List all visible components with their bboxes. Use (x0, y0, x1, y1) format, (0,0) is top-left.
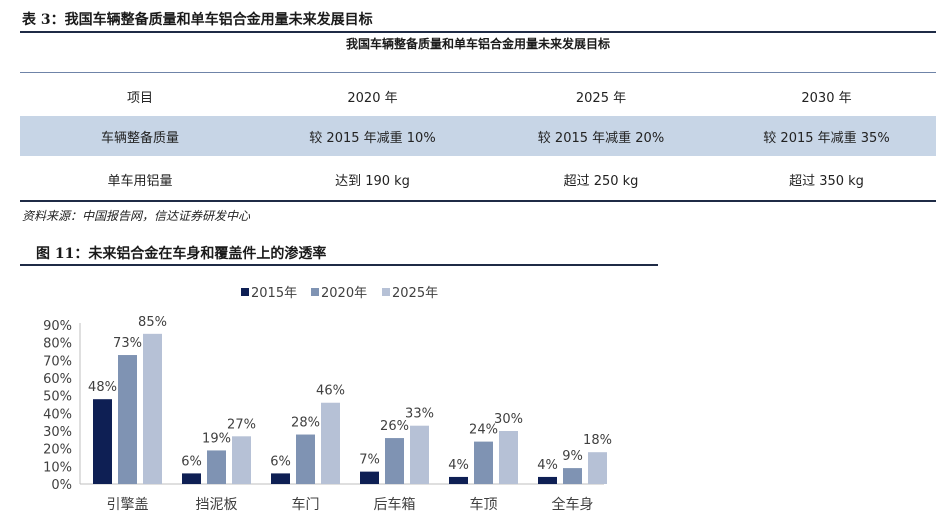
table-top-rule (20, 31, 936, 33)
bar-2015年-车门 (271, 473, 290, 484)
bar-2015年-后车箱 (360, 471, 379, 484)
table-cell: 达到 190 kg (335, 173, 410, 189)
figure-title-rule (20, 264, 658, 266)
table-row: 车辆整备质量 较 2015 年减重 10% 较 2015 年减重 20% 较 2… (20, 116, 936, 156)
table-bottom-rule (20, 200, 936, 202)
data-label: 4% (537, 458, 558, 473)
x-axis: 引擎盖 挡泥板 车门 后车箱 车顶 全车身 (80, 483, 604, 512)
table-row: 单车用铝量 达到 190 kg 超过 250 kg 超过 350 kg (20, 159, 936, 199)
data-label: 28% (291, 416, 320, 431)
data-label: 6% (270, 454, 291, 469)
table-cell: 较 2015 年减重 20% (537, 130, 665, 146)
legend-label: 2020年 (321, 286, 367, 301)
data-label: 73% (113, 336, 142, 351)
row-label: 车辆整备质量 (100, 130, 179, 146)
bar-2020年-车门 (296, 434, 315, 484)
source-note: 资料来源：中国报告网，信达证券研发中心 (22, 209, 251, 223)
bar-series-group: 48% 6% 6% 7% 4% 4% 73% 19% 28% 26% 24% 9% 85% 27% 46% 3… (88, 315, 612, 484)
table-cell: 较 2015 年减重 35% (763, 130, 890, 146)
y-tick-label: 80% (43, 337, 72, 352)
legend-swatch (241, 288, 249, 296)
data-label: 48% (88, 380, 117, 395)
data-label: 7% (359, 453, 380, 468)
x-tick-label: 车顶 (470, 496, 498, 512)
data-label: 30% (494, 412, 523, 427)
table-header-rule (20, 72, 936, 73)
table-title: 表 3：我国车辆整备质量和单车铝合金用量未来发展目标 (22, 12, 373, 28)
table-cell: 超过 250 kg (563, 173, 639, 189)
data-label: 33% (405, 407, 434, 422)
y-tick-label: 30% (43, 425, 72, 440)
y-axis: 0% 10% 20% 30% 40% 50% 60% 70% 80% 90% (43, 319, 81, 493)
x-tick-label: 挡泥板 (196, 497, 238, 512)
bar-2015年-全车身 (538, 476, 557, 484)
data-label: 4% (448, 458, 469, 473)
legend-label: 2015年 (251, 286, 297, 301)
data-label: 26% (380, 419, 409, 434)
bar-2020年-挡泥板 (207, 450, 226, 484)
header-2030: 2030 年 (801, 90, 852, 106)
y-tick-label: 90% (43, 319, 72, 334)
y-tick-label: 20% (43, 443, 72, 458)
data-label: 9% (562, 449, 583, 464)
table-cell: 超过 350 kg (789, 173, 864, 189)
bar-2015年-车顶 (449, 476, 468, 484)
bar-2020年-后车箱 (385, 438, 404, 484)
table-caption: 我国车辆整备质量和单车铝合金用量未来发展目标 (345, 37, 610, 51)
bar-2025年-挡泥板 (232, 436, 251, 484)
y-tick-label: 0% (51, 478, 72, 493)
bar-2025年-车门 (321, 402, 340, 484)
figure-title: 图 11：未来铝合金在车身和覆盖件上的渗透率 (36, 246, 327, 262)
header-2025: 2025 年 (575, 90, 627, 106)
bar-2025年-全车身 (588, 452, 607, 484)
y-tick-label: 10% (43, 460, 72, 475)
legend-swatch (311, 288, 319, 296)
bar-chart: 2015年 2020年 2025年 0% 10% 20% 30% 40% 50% 60% 70% 8… (43, 286, 612, 512)
chart-legend: 2015年 2020年 2025年 (241, 286, 438, 301)
bar-2020年-引擎盖 (118, 355, 137, 484)
data-label: 6% (181, 454, 202, 469)
data-label: 85% (138, 315, 167, 330)
legend-swatch (382, 288, 390, 296)
x-tick-label: 全车身 (552, 496, 594, 512)
bar-2015年-挡泥板 (182, 473, 201, 484)
data-label: 18% (583, 433, 612, 448)
header-item: 项目 (126, 90, 153, 106)
bar-2015年-引擎盖 (93, 399, 112, 484)
row-label: 单车用铝量 (107, 173, 173, 189)
data-label: 19% (202, 431, 231, 446)
y-tick-label: 60% (43, 372, 72, 387)
bar-2025年-后车箱 (410, 425, 429, 484)
bar-2020年-全车身 (563, 468, 582, 484)
table-cell: 较 2015 年减重 10% (309, 130, 436, 146)
x-tick-label: 后车箱 (374, 496, 416, 512)
x-tick-label: 车门 (292, 496, 320, 512)
y-tick-label: 70% (43, 354, 72, 369)
bar-2025年-车顶 (499, 431, 518, 484)
table-header-row: 项目 2020 年 2025 年 2030 年 (20, 76, 936, 116)
data-label: 27% (227, 417, 256, 432)
data-label: 24% (469, 423, 498, 438)
header-2020: 2020 年 (347, 90, 398, 106)
y-tick-label: 50% (43, 390, 72, 405)
x-tick-label: 引擎盖 (107, 497, 149, 512)
data-label: 46% (316, 384, 345, 399)
bar-2025年-引擎盖 (143, 333, 162, 484)
bar-2020年-车顶 (474, 441, 493, 484)
y-tick-label: 40% (43, 407, 72, 422)
legend-label: 2025年 (392, 286, 438, 301)
